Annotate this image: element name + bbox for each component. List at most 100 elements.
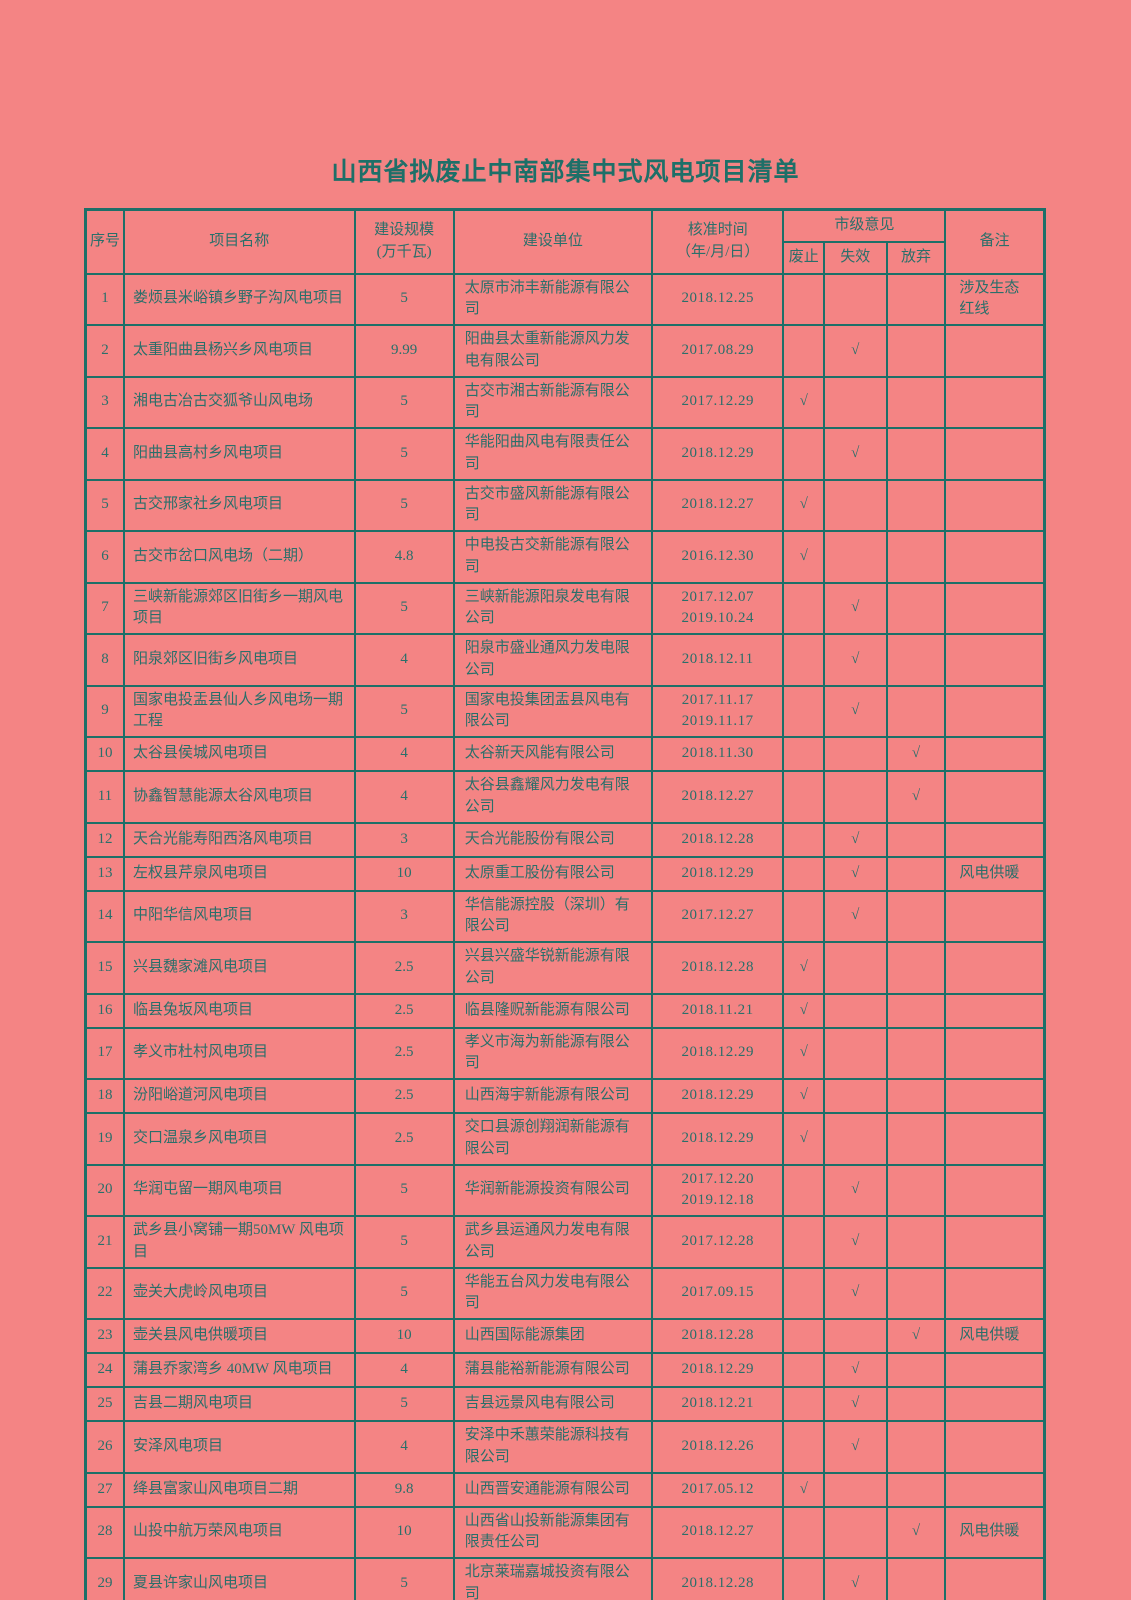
cell-approval-date: 2018.12.21 [650, 1386, 785, 1422]
cell-invalid-check: √ [822, 633, 888, 687]
cell-invalid-check: √ [822, 1557, 888, 1600]
cell-scale: 2.5 [353, 1112, 455, 1166]
cell-unit: 山西海宇新能源有限公司 [452, 1078, 653, 1114]
cell-remark: 涉及生态红线 [944, 272, 1046, 326]
cell-approval-date: 2018.12.28 [650, 1557, 785, 1600]
cell-unit: 天合光能股份有限公司 [452, 821, 653, 858]
cell-scale: 5 [353, 581, 455, 635]
cell-index: 11 [84, 770, 125, 824]
cell-invalid-check: √ [822, 684, 888, 738]
cell-index: 14 [84, 889, 125, 943]
cell-invalid-check: √ [822, 581, 888, 635]
cell-scale: 4 [353, 1420, 455, 1474]
cell-invalid-check [822, 1026, 888, 1080]
cell-index: 27 [84, 1471, 125, 1508]
cell-abolish-check: √ [782, 1026, 825, 1080]
cell-scale: 5 [353, 1386, 455, 1422]
cell-approval-date: 2018.12.29 [650, 855, 785, 892]
cell-scale: 5 [353, 1163, 455, 1217]
cell-invalid-check: √ [822, 855, 888, 892]
cell-unit: 华信能源控股（深圳）有限公司 [452, 889, 653, 943]
cell-unit: 吉县远景风电有限公司 [452, 1386, 653, 1422]
header-index: 序号 [84, 208, 125, 275]
header-abolish: 废止 [782, 240, 825, 275]
cell-abandon-check [885, 941, 947, 995]
cell-scale: 5 [353, 1215, 455, 1269]
cell-invalid-check: √ [822, 821, 888, 858]
cell-abandon-check [885, 633, 947, 687]
cell-index: 1 [84, 272, 125, 326]
cell-remark [944, 684, 1046, 738]
cell-unit: 古交市湘古新能源有限公司 [452, 375, 653, 429]
cell-invalid-check: √ [822, 1386, 888, 1422]
table-row: 7 三峡新能源郊区旧街乡一期风电项目 5 三峡新能源阳泉发电有限公司 2017.… [84, 581, 1046, 635]
cell-abolish-check [782, 736, 825, 772]
cell-scale: 5 [353, 375, 455, 429]
cell-invalid-check [822, 941, 888, 995]
projects-table: 序号 项目名称 建设规模 (万千瓦) 建设单位 核准时间 （年/月/日） 市级意… [84, 208, 1046, 1600]
cell-abolish-check [782, 1318, 825, 1354]
cell-abandon-check [885, 855, 947, 892]
cell-abolish-check [782, 581, 825, 635]
cell-scale: 3 [353, 821, 455, 858]
cell-scale: 4 [353, 736, 455, 772]
cell-index: 16 [84, 992, 125, 1029]
cell-project-name: 太谷县侯城风电项目 [122, 736, 356, 772]
cell-approval-date: 2017.11.17 2019.11.17 [650, 684, 785, 738]
cell-project-name: 蒲县乔家湾乡 40MW 风电项目 [122, 1352, 356, 1388]
cell-remark [944, 581, 1046, 635]
table-row: 19 交口温泉乡风电项目 2.5 交口县源创翔润新能源有限公司 2018.12.… [84, 1112, 1046, 1166]
cell-abolish-check: √ [782, 1471, 825, 1508]
cell-approval-date: 2018.12.27 [650, 1505, 785, 1559]
cell-invalid-check [822, 375, 888, 429]
cell-unit: 北京莱瑞嘉城投资有限公司 [452, 1557, 653, 1600]
cell-remark [944, 1557, 1046, 1600]
cell-abandon-check [885, 1420, 947, 1474]
cell-abandon-check [885, 478, 947, 532]
header-approval-date: 核准时间 （年/月/日） [650, 208, 785, 275]
cell-approval-date: 2017.12.29 [650, 375, 785, 429]
table-header: 序号 项目名称 建设规模 (万千瓦) 建设单位 核准时间 （年/月/日） 市级意… [84, 208, 1046, 275]
cell-unit: 孝义市海为新能源有限公司 [452, 1026, 653, 1080]
cell-scale: 4 [353, 1352, 455, 1388]
cell-abolish-check [782, 821, 825, 858]
cell-abolish-check: √ [782, 478, 825, 532]
cell-abolish-check: √ [782, 1112, 825, 1166]
table-row: 29 夏县许家山风电项目 5 北京莱瑞嘉城投资有限公司 2018.12.28 √ [84, 1557, 1046, 1600]
cell-invalid-check: √ [822, 1420, 888, 1474]
cell-invalid-check [822, 478, 888, 532]
cell-invalid-check: √ [822, 1163, 888, 1217]
cell-scale: 5 [353, 684, 455, 738]
cell-invalid-check: √ [822, 1215, 888, 1269]
cell-approval-date: 2018.12.29 [650, 1352, 785, 1388]
cell-abolish-check: √ [782, 941, 825, 995]
cell-unit: 山西晋安通能源有限公司 [452, 1471, 653, 1508]
table-row: 10 太谷县侯城风电项目 4 太谷新天风能有限公司 2018.11.30 √ [84, 736, 1046, 772]
cell-remark: 风电供暖 [944, 1318, 1046, 1354]
cell-approval-date: 2018.12.27 [650, 770, 785, 824]
cell-abolish-check: √ [782, 530, 825, 584]
table-row: 24 蒲县乔家湾乡 40MW 风电项目 4 蒲县能裕新能源有限公司 2018.1… [84, 1352, 1046, 1388]
cell-approval-date: 2018.12.28 [650, 821, 785, 858]
cell-remark [944, 736, 1046, 772]
cell-scale: 10 [353, 855, 455, 892]
cell-project-name: 娄烦县米峪镇乡野子沟风电项目 [122, 272, 356, 326]
cell-project-name: 孝义市杜村风电项目 [122, 1026, 356, 1080]
cell-remark [944, 324, 1046, 378]
cell-abandon-check: √ [885, 1318, 947, 1354]
cell-index: 29 [84, 1557, 125, 1600]
cell-abandon-check [885, 821, 947, 858]
cell-unit: 武乡县运通风力发电有限公司 [452, 1215, 653, 1269]
cell-remark [944, 633, 1046, 687]
cell-approval-date: 2018.12.29 [650, 1112, 785, 1166]
cell-remark [944, 1078, 1046, 1114]
cell-project-name: 湘电古冶古交狐爷山风电场 [122, 375, 356, 429]
cell-scale: 4 [353, 770, 455, 824]
cell-unit: 兴县兴盛华锐新能源有限公司 [452, 941, 653, 995]
cell-remark: 风电供暖 [944, 855, 1046, 892]
cell-remark [944, 1026, 1046, 1080]
cell-invalid-check: √ [822, 427, 888, 481]
table-row: 2 太重阳曲县杨兴乡风电项目 9.99 阳曲县太重新能源风力发电有限公司 201… [84, 324, 1046, 378]
cell-abandon-check: √ [885, 1505, 947, 1559]
cell-index: 3 [84, 375, 125, 429]
